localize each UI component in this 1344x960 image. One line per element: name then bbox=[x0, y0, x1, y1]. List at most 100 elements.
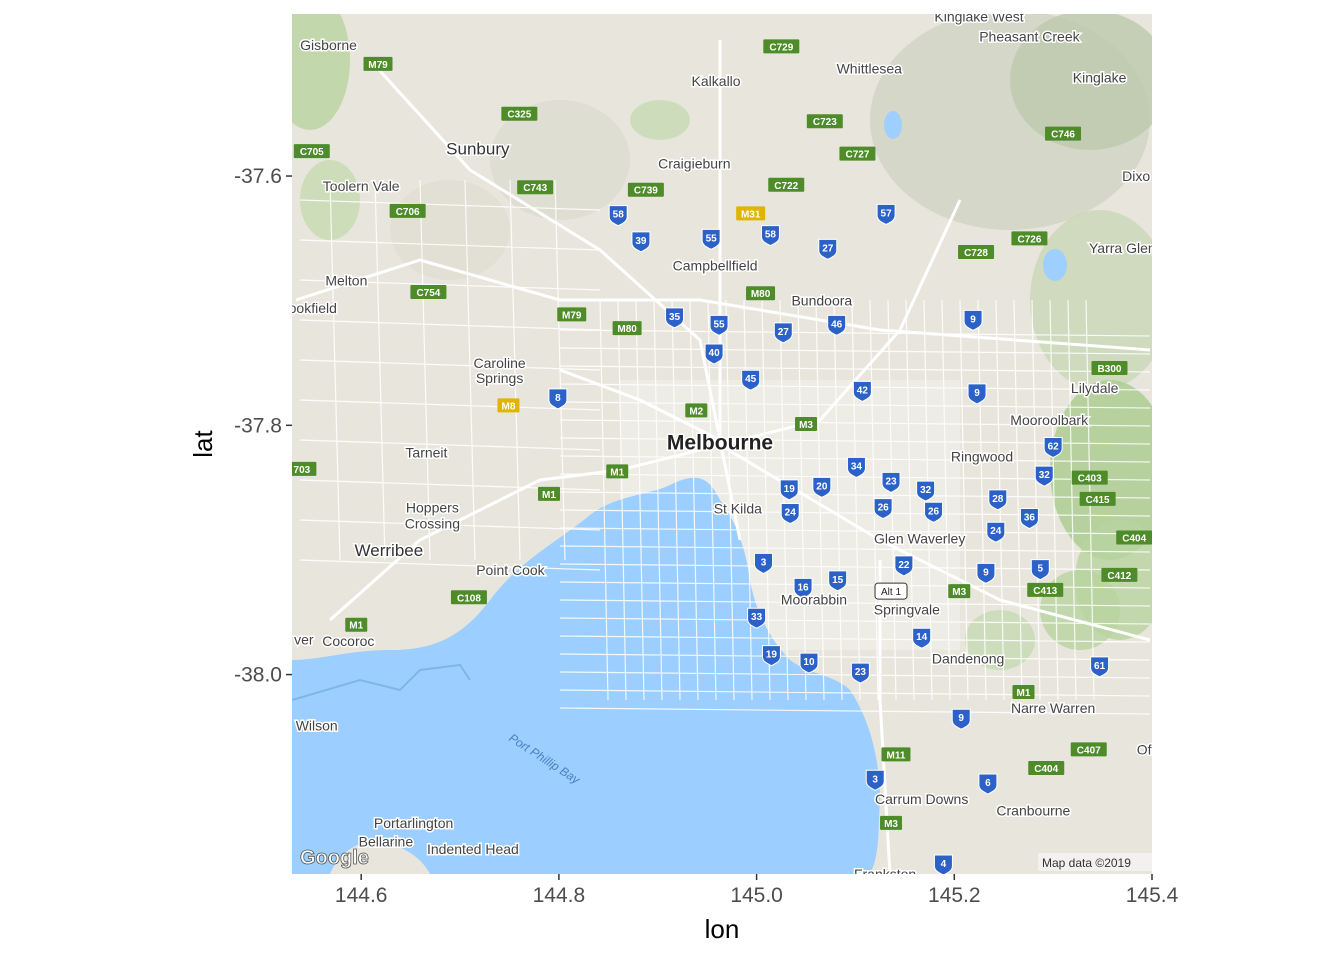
place-label: Springs bbox=[476, 370, 523, 386]
route-shield-icon: 36 bbox=[1019, 508, 1039, 530]
route-shield-text: 3 bbox=[872, 774, 878, 785]
place-label: ver bbox=[294, 632, 314, 648]
route-shield-icon: 32 bbox=[1034, 465, 1054, 487]
route-shield-icon: 40 bbox=[704, 343, 724, 365]
route-shield-text: 40 bbox=[709, 348, 721, 359]
route-shield-icon: 4 bbox=[933, 854, 953, 874]
road-label-text: 703 bbox=[294, 465, 311, 476]
x-tick-label: 145.0 bbox=[730, 884, 783, 907]
road-label: C739 bbox=[627, 182, 664, 197]
road-label-text: C403 bbox=[1078, 474, 1102, 485]
terrain-patch bbox=[1010, 14, 1152, 150]
map-panel: C729 M79 C325 C723 C746 C705 C727 C743 C739 C722 M… bbox=[289, 14, 1152, 874]
map-attribution: Map data ©2019 bbox=[1042, 856, 1131, 870]
y-tick-label: -37.8 bbox=[234, 414, 282, 437]
terrain-patch bbox=[630, 100, 690, 140]
place-label: St Kilda bbox=[714, 501, 762, 517]
road-label-text: M3 bbox=[799, 420, 813, 431]
place-label: Wilson bbox=[296, 718, 338, 734]
place-label: Ringwood bbox=[951, 448, 1013, 464]
road-label: C325 bbox=[501, 106, 538, 121]
route-shield-text: 26 bbox=[928, 506, 940, 517]
route-shield-text: 22 bbox=[898, 560, 910, 571]
route-shield-text: 58 bbox=[613, 210, 625, 221]
road-label: C404 bbox=[1116, 530, 1152, 544]
road-label: M80 bbox=[746, 286, 776, 301]
route-shield-text: 39 bbox=[635, 236, 647, 247]
terrain-patch bbox=[292, 14, 350, 130]
road-label-text: C706 bbox=[396, 207, 420, 218]
road-label: C403 bbox=[1071, 470, 1108, 485]
place-label: Tarneit bbox=[405, 445, 447, 461]
route-shield-icon: 27 bbox=[773, 322, 793, 344]
x-tick-label: 145.2 bbox=[928, 884, 981, 907]
road-label-text: C726 bbox=[1017, 234, 1041, 245]
road-label: M1 bbox=[606, 464, 629, 479]
road-label-text: M11 bbox=[887, 750, 906, 761]
route-shield-text: 34 bbox=[851, 461, 863, 472]
road-label: M79 bbox=[363, 56, 393, 71]
place-label: Werribee bbox=[355, 541, 424, 560]
place-label: ookfield bbox=[289, 300, 337, 316]
place-labels: Kinglake West Pheasant Creek Gisborne Whitt… bbox=[289, 14, 1152, 874]
place-label: Moorabbin bbox=[781, 592, 847, 608]
reservoir bbox=[884, 111, 902, 139]
route-shield-text: 8 bbox=[555, 393, 561, 404]
road-label: C412 bbox=[1101, 567, 1138, 582]
place-label: Kalkallo bbox=[692, 73, 741, 89]
road-label-text: C705 bbox=[300, 147, 324, 158]
place-label: Whittlesea bbox=[837, 61, 903, 77]
route-shield-text: 9 bbox=[958, 713, 964, 724]
road-label-text: M1 bbox=[610, 467, 624, 478]
road-label: M8 bbox=[497, 398, 520, 413]
place-label: Bundoora bbox=[791, 293, 852, 309]
route-shield-text: 24 bbox=[785, 508, 797, 519]
place-label: Carrum Downs bbox=[875, 791, 968, 807]
x-tick-label: 144.6 bbox=[335, 884, 388, 907]
route-shield-icon: 9 bbox=[951, 708, 971, 730]
place-label: Portarlington bbox=[374, 815, 453, 831]
route-shield-text: 35 bbox=[669, 312, 681, 323]
route-shield-icon: 58 bbox=[608, 205, 628, 227]
route-shield-icon: 55 bbox=[701, 228, 721, 250]
road-label-text: M3 bbox=[884, 819, 898, 830]
route-shield-text: 62 bbox=[1048, 441, 1060, 452]
place-label: Hoppers bbox=[406, 499, 459, 515]
road-label-text: M2 bbox=[689, 406, 703, 417]
route-shield-icon: 9 bbox=[967, 383, 987, 405]
route-shield-text: 10 bbox=[803, 657, 815, 668]
route-shield-text: 58 bbox=[765, 230, 777, 241]
route-shield-icon: 57 bbox=[876, 203, 896, 225]
route-shield-icon: 19 bbox=[761, 645, 781, 667]
route-shield-text: 14 bbox=[916, 632, 928, 643]
road-label-text: M79 bbox=[368, 60, 388, 71]
route-shield-text: 3 bbox=[761, 557, 767, 568]
route-shield-icon: 8 bbox=[548, 388, 568, 410]
road-label: M2 bbox=[685, 403, 708, 418]
road-label: C726 bbox=[1011, 231, 1048, 246]
road-label: M11 bbox=[881, 747, 911, 762]
road-label-text: M1 bbox=[1017, 688, 1031, 699]
place-label: Mooroolbark bbox=[1010, 412, 1089, 428]
route-shield-icon: 23 bbox=[881, 471, 901, 493]
road-label-text: C325 bbox=[507, 110, 531, 121]
y-axis: -37.6 -37.8 -38.0 bbox=[234, 165, 292, 687]
route-shield-text: 55 bbox=[706, 233, 718, 244]
road-label-text: C728 bbox=[964, 248, 988, 259]
road-label-text: C722 bbox=[774, 181, 798, 192]
route-shield-text: 9 bbox=[970, 314, 976, 325]
route-shield-icon: 10 bbox=[799, 652, 819, 674]
road-label-text: C743 bbox=[523, 183, 547, 194]
place-label: Indented Head bbox=[427, 841, 519, 857]
route-shield-icon: 24 bbox=[986, 521, 1006, 543]
route-shield-text: 5 bbox=[1038, 564, 1044, 575]
place-label: Gisborne bbox=[300, 37, 357, 53]
route-shield-text: 9 bbox=[974, 388, 980, 399]
route-shield-icon: 9 bbox=[963, 309, 983, 331]
route-shield-icon: 23 bbox=[850, 662, 870, 684]
road-label: M3 bbox=[880, 815, 903, 830]
road-label-text: C739 bbox=[634, 186, 658, 197]
road-label: M3 bbox=[795, 417, 818, 432]
